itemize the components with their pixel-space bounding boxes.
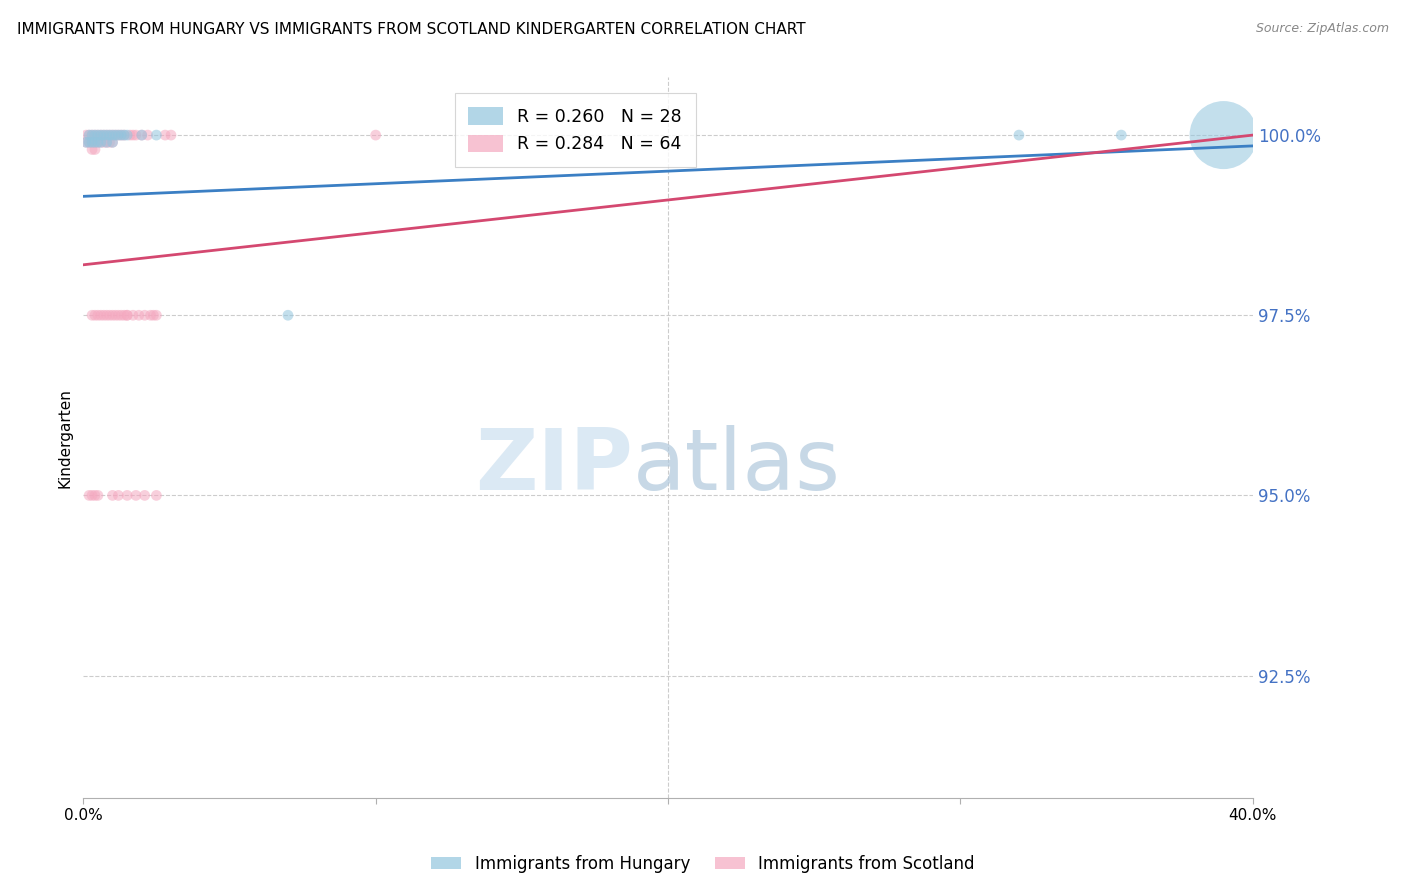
Point — [87, 136, 110, 150]
Point — [101, 128, 124, 142]
Point — [110, 128, 132, 142]
Point — [115, 128, 138, 142]
Point — [87, 128, 110, 142]
Point — [96, 128, 118, 142]
Text: ZIP: ZIP — [475, 425, 633, 508]
Point — [75, 136, 97, 150]
Point — [125, 128, 148, 142]
Point — [84, 136, 107, 150]
Point — [90, 136, 112, 150]
Point — [110, 308, 132, 322]
Point — [90, 308, 112, 322]
Point — [96, 308, 118, 322]
Point — [115, 308, 138, 322]
Point — [101, 136, 124, 150]
Point — [93, 136, 115, 150]
Point — [120, 128, 142, 142]
Point — [104, 128, 127, 142]
Point — [87, 308, 110, 322]
Point — [87, 488, 110, 502]
Point — [77, 136, 100, 150]
Point — [115, 488, 138, 502]
Point — [136, 128, 159, 142]
Point — [84, 488, 107, 502]
Point — [1008, 128, 1031, 142]
Point — [107, 128, 129, 142]
Point — [98, 128, 121, 142]
Point — [87, 136, 110, 150]
Point — [80, 136, 103, 150]
Point — [80, 128, 103, 142]
Point — [112, 128, 135, 142]
Point — [84, 308, 107, 322]
Point — [1212, 128, 1234, 142]
Text: Source: ZipAtlas.com: Source: ZipAtlas.com — [1256, 22, 1389, 36]
Legend: Immigrants from Hungary, Immigrants from Scotland: Immigrants from Hungary, Immigrants from… — [425, 848, 981, 880]
Point — [101, 308, 124, 322]
Point — [101, 488, 124, 502]
Point — [98, 136, 121, 150]
Point — [112, 128, 135, 142]
Point — [84, 136, 107, 150]
Point — [84, 143, 107, 157]
Point — [80, 136, 103, 150]
Point — [93, 308, 115, 322]
Point — [277, 308, 299, 322]
Point — [77, 488, 100, 502]
Point — [122, 128, 145, 142]
Point — [84, 128, 107, 142]
Point — [96, 136, 118, 150]
Point — [101, 128, 124, 142]
Point — [93, 128, 115, 142]
Point — [101, 136, 124, 150]
Text: atlas: atlas — [633, 425, 841, 508]
Point — [96, 136, 118, 150]
Point — [145, 128, 167, 142]
Point — [90, 136, 112, 150]
Legend: R = 0.260   N = 28, R = 0.284   N = 64: R = 0.260 N = 28, R = 0.284 N = 64 — [454, 94, 696, 168]
Point — [90, 128, 112, 142]
Point — [160, 128, 183, 142]
Point — [139, 308, 162, 322]
Point — [80, 128, 103, 142]
Point — [75, 128, 97, 142]
Point — [364, 128, 387, 142]
Point — [110, 128, 132, 142]
Point — [93, 128, 115, 142]
Point — [107, 488, 129, 502]
Point — [131, 128, 153, 142]
Point — [125, 488, 148, 502]
Point — [77, 136, 100, 150]
Point — [1109, 128, 1132, 142]
Point — [77, 128, 100, 142]
Point — [131, 128, 153, 142]
Point — [134, 308, 156, 322]
Point — [98, 308, 121, 322]
Point — [80, 143, 103, 157]
Point — [104, 308, 127, 322]
Point — [112, 308, 135, 322]
Text: IMMIGRANTS FROM HUNGARY VS IMMIGRANTS FROM SCOTLAND KINDERGARTEN CORRELATION CHA: IMMIGRANTS FROM HUNGARY VS IMMIGRANTS FR… — [17, 22, 806, 37]
Point — [145, 488, 167, 502]
Point — [77, 128, 100, 142]
Point — [96, 128, 118, 142]
Point — [87, 128, 110, 142]
Point — [107, 308, 129, 322]
Point — [134, 488, 156, 502]
Point — [153, 128, 176, 142]
Y-axis label: Kindergarten: Kindergarten — [58, 388, 72, 488]
Point — [115, 308, 138, 322]
Point — [104, 128, 127, 142]
Point — [84, 128, 107, 142]
Point — [128, 308, 150, 322]
Point — [98, 128, 121, 142]
Point — [107, 128, 129, 142]
Point — [80, 308, 103, 322]
Point — [142, 308, 165, 322]
Point — [75, 136, 97, 150]
Point — [90, 128, 112, 142]
Point — [122, 308, 145, 322]
Point — [145, 308, 167, 322]
Point — [80, 488, 103, 502]
